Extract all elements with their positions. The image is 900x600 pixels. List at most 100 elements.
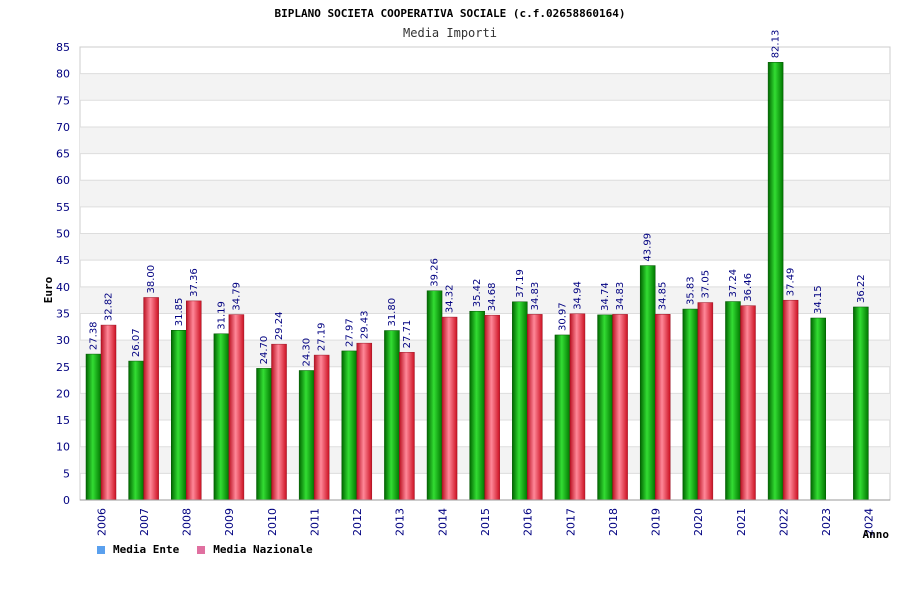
- legend-label-media-ente: Media Ente: [113, 543, 180, 556]
- x-tick-label: 2011: [308, 508, 321, 536]
- bar-media-nazionale-2012: [356, 342, 373, 501]
- y-tick-label: 0: [63, 494, 70, 507]
- legend-swatch-media-ente: [97, 545, 105, 554]
- y-tick-label: 55: [56, 201, 70, 214]
- x-tick-label: 2023: [820, 508, 833, 536]
- data-label: 30.97: [557, 302, 568, 331]
- y-tick-label: 75: [56, 94, 70, 107]
- bar-media-nazionale-2013: [399, 352, 415, 501]
- bar-media-ente-2022: [767, 62, 784, 501]
- y-tick-label: 60: [56, 174, 70, 187]
- x-tick-label: 2010: [266, 508, 279, 536]
- x-tick-label: 2009: [223, 508, 236, 536]
- x-tick-label: 2008: [181, 508, 194, 536]
- bar-media-nazionale-2022: [782, 299, 799, 501]
- bar-media-ente-2015: [469, 310, 485, 501]
- bar-media-ente-2009: [213, 333, 230, 501]
- data-label: 34.85: [658, 282, 669, 311]
- bar-media-ente-2010: [256, 368, 272, 501]
- bar-media-nazionale-2011: [313, 354, 330, 501]
- x-axis-ticks: 2006 2007 2008 2009 2010 2011 2012 2013 2014 2015…: [80, 499, 890, 536]
- data-label: 34.83: [615, 282, 626, 311]
- legend-item-media-nazionale: Media Nazionale: [197, 543, 313, 556]
- bar-media-ente-2011: [298, 370, 315, 501]
- data-label: 27.97: [344, 318, 355, 347]
- data-label: 29.43: [359, 311, 370, 340]
- chart-title: BIPLANO SOCIETA COOPERATIVA SOCIALE (c.f…: [275, 7, 626, 20]
- data-label: 36.22: [856, 274, 867, 303]
- data-label: 39.26: [430, 258, 441, 287]
- x-tick-label: 2020: [692, 508, 705, 536]
- bar-media-ente-2013: [384, 330, 400, 501]
- y-tick-label: 70: [56, 121, 70, 134]
- y-tick-label: 20: [56, 387, 70, 400]
- x-tick-label: 2019: [650, 508, 663, 536]
- data-label: 37.24: [728, 269, 739, 298]
- data-label: 27.19: [317, 322, 328, 351]
- legend-item-media-ente: Media Ente: [97, 543, 179, 556]
- x-axis-label: Anno: [863, 528, 890, 541]
- bar-media-nazionale-2014: [441, 316, 458, 501]
- data-label: 36.46: [743, 273, 754, 302]
- bar-media-ente-2023: [810, 317, 826, 501]
- bar-media-nazionale-2020: [697, 302, 714, 501]
- x-tick-label: 2016: [522, 508, 535, 536]
- x-tick-label: 2006: [95, 508, 108, 536]
- data-label: 82.13: [771, 30, 782, 59]
- y-axis-label: Euro: [42, 276, 55, 303]
- data-label: 35.83: [685, 276, 696, 305]
- bar-media-nazionale-2018: [612, 314, 628, 501]
- data-labels: 27.38 32.82 26.07 38.00 31.85 37.36 31.19 34.79…: [89, 30, 867, 367]
- data-label: 31.80: [387, 298, 398, 327]
- data-label: 37.19: [515, 269, 526, 298]
- legend-label-media-nazionale: Media Nazionale: [213, 543, 313, 556]
- grid-band: [80, 180, 890, 207]
- bar-media-ente-2012: [341, 350, 358, 501]
- bar-media-nazionale-2008: [186, 300, 202, 501]
- y-tick-label: 5: [63, 467, 70, 480]
- bar-media-ente-2017: [554, 334, 571, 501]
- bar-media-nazionale-2010: [271, 343, 287, 501]
- bar-media-nazionale-2017: [569, 313, 586, 501]
- bar-media-nazionale-2019: [654, 314, 671, 501]
- bar-media-ente-2007: [128, 360, 144, 501]
- data-label: 31.19: [216, 301, 227, 330]
- legend: Media Ente Media Nazionale: [97, 543, 313, 556]
- data-label: 34.32: [445, 284, 456, 313]
- x-tick-label: 2014: [436, 508, 449, 536]
- grid-band: [80, 126, 890, 154]
- legend-swatch-media-nazionale: [197, 545, 206, 554]
- y-tick-label: 25: [56, 361, 70, 374]
- grid-band: [80, 233, 890, 261]
- x-tick-label: 2022: [777, 508, 790, 536]
- x-tick-label: 2013: [394, 508, 407, 536]
- data-label: 34.68: [487, 283, 498, 312]
- data-label: 37.36: [189, 268, 200, 297]
- data-label: 27.71: [402, 320, 413, 349]
- data-label: 34.83: [530, 282, 541, 311]
- data-label: 38.00: [146, 265, 157, 294]
- y-tick-label: 30: [56, 334, 70, 347]
- data-label: 34.15: [813, 285, 824, 314]
- bar-media-ente-2024: [853, 306, 869, 501]
- bar-media-nazionale-2016: [527, 314, 543, 501]
- y-tick-label: 80: [56, 68, 70, 81]
- data-label: 24.30: [302, 338, 313, 367]
- data-label: 29.24: [274, 312, 285, 341]
- bar-media-ente-2014: [426, 290, 443, 501]
- data-label: 35.42: [472, 279, 483, 308]
- data-label: 37.05: [700, 270, 711, 299]
- x-tick-label: 2018: [607, 508, 620, 536]
- y-tick-label: 65: [56, 148, 70, 161]
- data-label: 34.79: [231, 282, 242, 311]
- bar-media-nazionale-2009: [228, 314, 245, 501]
- y-tick-label: 40: [56, 281, 70, 294]
- bar-media-ente-2018: [597, 314, 613, 501]
- bar-media-ente-2006: [85, 353, 102, 501]
- bar-media-nazionale-2006: [100, 324, 117, 501]
- x-tick-label: 2012: [351, 508, 364, 536]
- y-tick-label: 35: [56, 307, 70, 320]
- data-label: 31.85: [174, 298, 185, 327]
- chart-subtitle: Media Importi: [403, 26, 497, 40]
- bar-media-ente-2016: [512, 301, 528, 501]
